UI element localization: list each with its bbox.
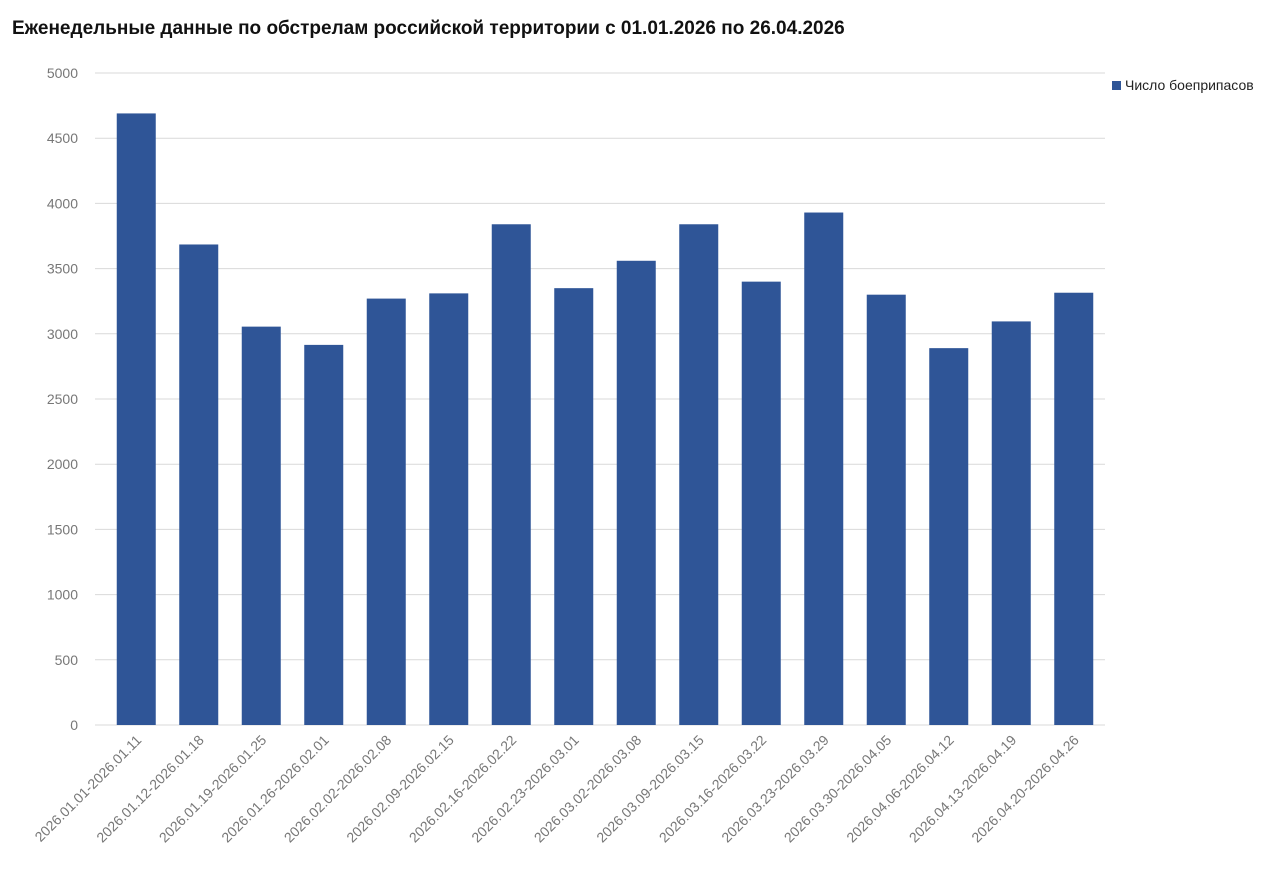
y-tick-label: 3500 (47, 261, 78, 277)
bar (616, 260, 656, 725)
legend-swatch (1112, 81, 1121, 90)
y-tick-label: 1500 (47, 521, 78, 537)
x-tick-label: 2026.01.26-2026.02.01 (218, 732, 332, 846)
bar (1054, 292, 1094, 725)
y-tick-label: 2500 (47, 391, 78, 407)
bar (304, 344, 344, 725)
legend-label: Число боеприпасов (1125, 77, 1254, 93)
bar (991, 321, 1031, 725)
bar (679, 224, 719, 725)
bar (554, 288, 594, 725)
x-tick-label: 2026.01.19-2026.01.25 (156, 732, 270, 846)
x-tick-label: 2026.04.13-2026.04.19 (906, 732, 1020, 846)
y-tick-label: 4000 (47, 195, 78, 211)
x-tick-label: 2026.03.09-2026.03.15 (593, 732, 707, 846)
bar (429, 293, 469, 725)
x-tick-label: 2026.02.16-2026.02.22 (406, 732, 520, 846)
bar (241, 326, 281, 725)
y-tick-label: 4500 (47, 130, 78, 146)
bar (929, 348, 969, 725)
x-tick-label: 2026.04.06-2026.04.12 (843, 732, 957, 846)
bar (804, 212, 844, 725)
y-tick-label: 0 (70, 717, 78, 733)
x-tick-label: 2026.03.23-2026.03.29 (718, 732, 832, 846)
bar (116, 113, 156, 725)
x-tick-label: 2026.02.02-2026.02.08 (281, 732, 395, 846)
x-tick-label: 2026.02.09-2026.02.15 (343, 732, 457, 846)
x-tick-label: 2026.03.16-2026.03.22 (656, 732, 770, 846)
y-tick-label: 5000 (47, 65, 78, 81)
x-tick-label: 2026.03.30-2026.04.05 (781, 732, 895, 846)
x-tick-label: 2026.02.23-2026.03.01 (468, 732, 582, 846)
x-tick-label: 2026.04.20-2026.04.26 (968, 732, 1082, 846)
chart-title: Еженедельные данные по обстрелам российс… (12, 18, 845, 39)
y-tick-label: 500 (55, 652, 79, 668)
bar (179, 244, 219, 725)
y-tick-label: 3000 (47, 326, 78, 342)
bar (491, 224, 531, 725)
bar (366, 298, 406, 725)
y-tick-label: 2000 (47, 456, 78, 472)
x-tick-label: 2026.03.02-2026.03.08 (531, 732, 645, 846)
x-tick-label: 2026.01.12-2026.01.18 (93, 732, 207, 846)
bar (741, 281, 781, 725)
bar (866, 294, 906, 725)
y-tick-label: 1000 (47, 587, 78, 603)
x-tick-label: 2026.01.01-2026.01.11 (31, 732, 144, 845)
